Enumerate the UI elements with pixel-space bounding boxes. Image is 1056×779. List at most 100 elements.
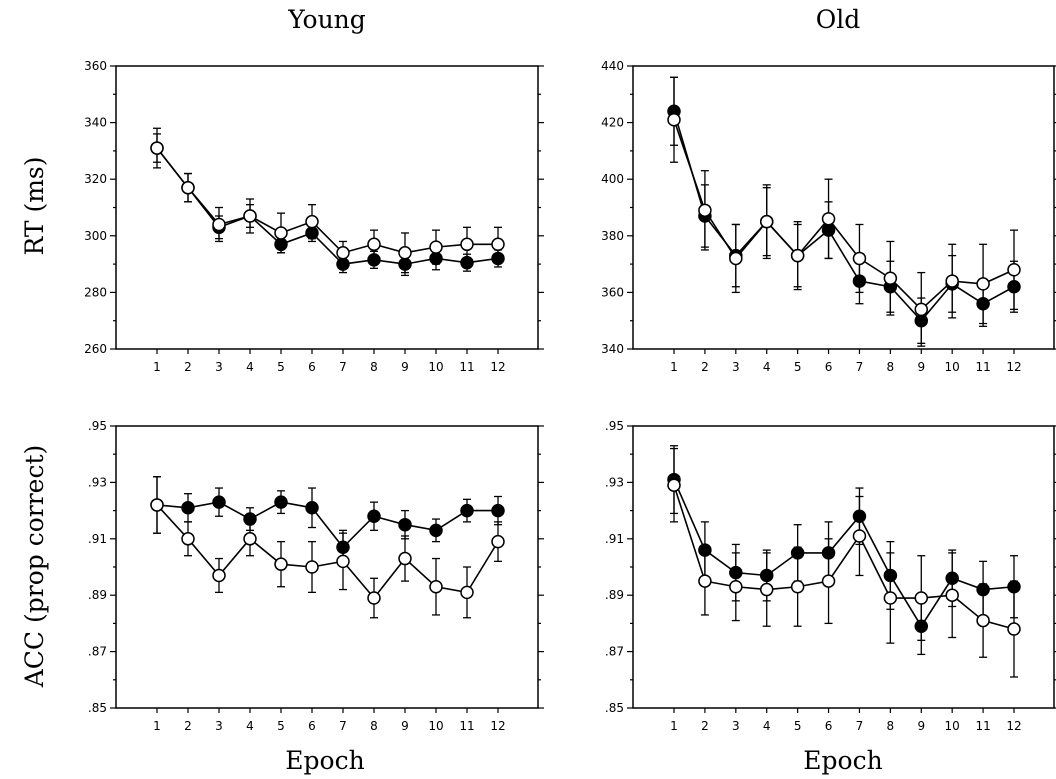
point-open bbox=[945, 588, 959, 602]
column-title-old: Old bbox=[816, 5, 861, 34]
y-tick-label: 320 bbox=[84, 172, 107, 186]
y-tick-label: 380 bbox=[601, 229, 624, 243]
x-tick-label: 8 bbox=[370, 719, 378, 733]
plot-frame bbox=[632, 425, 1055, 709]
x-tick-label: 9 bbox=[917, 360, 925, 374]
point-open bbox=[460, 585, 474, 600]
point-open bbox=[759, 582, 774, 597]
point-open bbox=[729, 251, 743, 266]
point-filled bbox=[460, 255, 474, 270]
point-open bbox=[243, 209, 257, 223]
x-tick-label: 8 bbox=[370, 360, 378, 374]
x-tick-label: 4 bbox=[246, 360, 254, 374]
y-tick-label: 360 bbox=[84, 59, 107, 73]
x-tick-label: 4 bbox=[763, 360, 771, 374]
point-filled bbox=[429, 251, 443, 266]
point-filled bbox=[491, 251, 505, 266]
y-tick-label: 300 bbox=[84, 229, 107, 243]
point-filled bbox=[212, 495, 226, 509]
x-tick-label: 1 bbox=[670, 360, 678, 374]
y-tick-label: 440 bbox=[601, 59, 624, 73]
plot-frame bbox=[115, 425, 539, 709]
point-open bbox=[398, 551, 412, 566]
x-tick-label: 11 bbox=[975, 360, 990, 374]
x-tick-label: 12 bbox=[1006, 719, 1021, 733]
xlabel-young: Epoch bbox=[285, 746, 364, 775]
point-open bbox=[150, 498, 164, 512]
point-filled bbox=[274, 495, 288, 509]
point-open bbox=[883, 591, 898, 605]
y-tick-label: 420 bbox=[601, 116, 624, 130]
point-filled bbox=[821, 546, 836, 560]
x-tick-label: 3 bbox=[732, 360, 740, 374]
point-open bbox=[336, 246, 350, 260]
point-open bbox=[460, 237, 474, 252]
series-line-open bbox=[156, 504, 499, 600]
point-open bbox=[1007, 263, 1021, 277]
y-tick-label: .95 bbox=[605, 419, 624, 433]
x-tick-label: 6 bbox=[825, 719, 833, 733]
x-tick-label: 3 bbox=[215, 719, 223, 733]
point-open bbox=[181, 180, 195, 195]
point-open bbox=[790, 248, 805, 263]
plot-frame bbox=[632, 65, 1055, 350]
x-tick-label: 1 bbox=[153, 719, 161, 733]
x-tick-label: 5 bbox=[277, 719, 285, 733]
point-filled bbox=[852, 274, 867, 288]
point-filled bbox=[429, 523, 443, 538]
y-tick-label: .87 bbox=[88, 645, 107, 659]
point-filled bbox=[491, 503, 505, 518]
point-filled bbox=[460, 503, 474, 518]
point-open bbox=[305, 214, 319, 229]
point-open bbox=[667, 113, 681, 127]
x-tick-label: 6 bbox=[308, 719, 316, 733]
y-tick-label: .89 bbox=[605, 588, 624, 602]
point-open bbox=[491, 534, 505, 549]
panel-young-acc: .85.87.89.91.93.951 2 3 4 5 6 7 8 9 10 11 12 bbox=[88, 419, 544, 733]
point-open bbox=[914, 591, 929, 605]
point-open bbox=[698, 203, 712, 218]
y-tick-label: 340 bbox=[84, 116, 107, 130]
x-tick-label: 10 bbox=[428, 360, 443, 374]
x-tick-label: 12 bbox=[490, 719, 505, 733]
point-open bbox=[491, 237, 505, 252]
point-open bbox=[429, 579, 443, 594]
x-tick-label: 11 bbox=[459, 719, 474, 733]
point-open bbox=[759, 214, 774, 229]
point-open bbox=[336, 554, 350, 569]
point-open bbox=[429, 240, 443, 254]
x-tick-label: 6 bbox=[825, 360, 833, 374]
point-open bbox=[398, 246, 412, 260]
x-tick-label: 8 bbox=[887, 360, 895, 374]
series-line-open bbox=[673, 484, 1015, 630]
y-tick-label: .91 bbox=[605, 532, 624, 546]
point-filled bbox=[305, 501, 319, 515]
point-filled bbox=[883, 568, 898, 583]
x-tick-label: 2 bbox=[184, 360, 192, 374]
series-line-filled bbox=[156, 501, 498, 549]
y-tick-label: 360 bbox=[601, 285, 624, 299]
x-tick-label: 2 bbox=[701, 719, 709, 733]
x-tick-label: 6 bbox=[308, 360, 316, 374]
point-open bbox=[667, 478, 681, 492]
ylabel-acc: ACC (prop correct) bbox=[20, 445, 49, 689]
point-filled bbox=[367, 253, 381, 267]
point-filled bbox=[945, 571, 959, 586]
point-open bbox=[945, 274, 959, 288]
y-tick-label: 280 bbox=[84, 285, 107, 299]
point-filled bbox=[729, 565, 743, 580]
point-open bbox=[1007, 622, 1021, 636]
point-filled bbox=[398, 517, 412, 532]
point-filled bbox=[759, 568, 774, 583]
point-filled bbox=[398, 257, 412, 271]
point-filled bbox=[243, 512, 257, 526]
point-filled bbox=[367, 509, 381, 523]
point-open bbox=[852, 529, 867, 543]
series-line-open bbox=[673, 119, 1015, 311]
x-tick-label: 7 bbox=[856, 360, 864, 374]
point-filled bbox=[914, 313, 929, 328]
ylabel-rt: RT (ms) bbox=[20, 156, 49, 255]
x-tick-label: 1 bbox=[153, 360, 161, 374]
point-filled bbox=[698, 543, 712, 557]
